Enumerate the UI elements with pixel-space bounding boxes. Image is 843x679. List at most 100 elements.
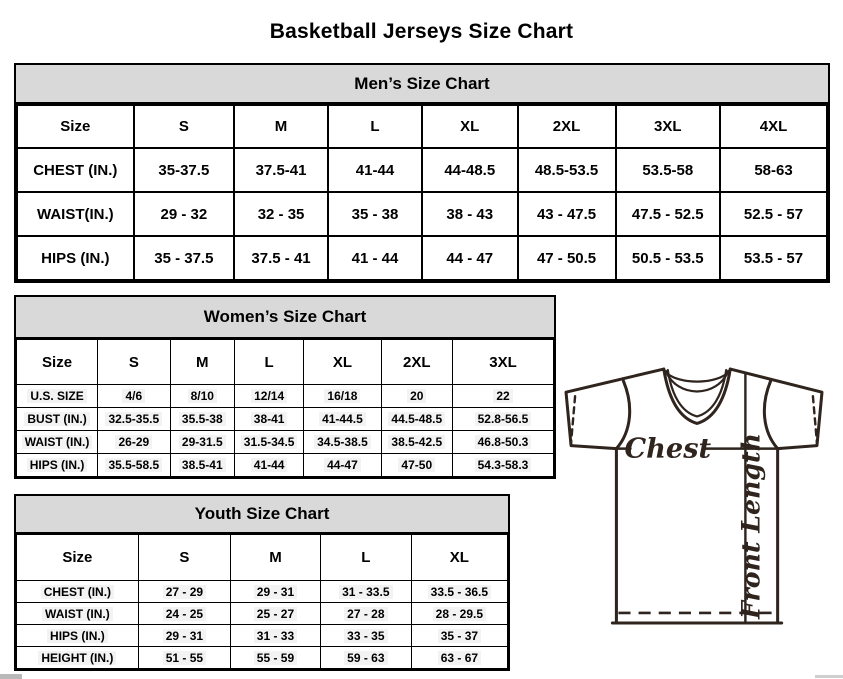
- size-value-cell: 53.5-58: [614, 147, 722, 193]
- size-value-cell: 44-47: [303, 453, 382, 477]
- size-value: 31 - 33: [253, 628, 298, 643]
- size-value-cell: 51 - 55: [137, 646, 232, 669]
- measurement-row: HIPS (IN.) 35.5-58.5 38.5-41 41-44 44-47 47-5…: [15, 453, 555, 477]
- womens-size-table: Size S M L XL 2XL 3XL U.S. SIZE 4/6 8/10 12/14 16/…: [15, 339, 555, 477]
- row-label-cell: HIPS (IN.): [15, 453, 99, 477]
- jersey-vneck-inner: [666, 368, 728, 418]
- size-value: 41-44: [355, 161, 395, 179]
- size-column-header: XL: [410, 534, 509, 581]
- mens-size-table: Size S M L XL 2XL 3XL 4XL CHEST (IN.) 35-37.5 37.…: [16, 104, 828, 281]
- size-value-cell: 32 - 35: [233, 191, 330, 237]
- size-value-cell: 35-37.5: [132, 147, 236, 193]
- size-column-header: M: [169, 339, 236, 385]
- size-value: 8/10: [187, 389, 217, 403]
- measurement-row: HIPS (IN.) 35 - 37.5 37.5 - 41 41 - 44 44 - …: [16, 235, 828, 281]
- size-value: 48.5-53.5: [534, 161, 599, 179]
- size-value: 53.5 - 57: [743, 249, 804, 267]
- jersey-vneck-outer: [662, 367, 732, 425]
- size-value: 41-44.5: [319, 412, 366, 426]
- jersey-collar-arc-mid: [664, 369, 730, 393]
- youth-size-table: Size S M L XL CHEST (IN.) 27 - 29 29 - 31 31 - …: [16, 534, 509, 669]
- size-value: 31 - 33.5: [339, 584, 393, 599]
- jersey-collar-arc-top: [663, 369, 731, 383]
- size-corner-header: Size: [16, 104, 135, 149]
- row-label-cell: BUST (IN.): [15, 407, 99, 431]
- size-value-cell: 20: [380, 384, 453, 408]
- size-value-cell: 41-44.5: [303, 407, 382, 431]
- size-value: 12/14: [251, 389, 288, 403]
- size-value-cell: 33 - 35: [319, 624, 412, 647]
- row-label: HIPS (IN.): [26, 458, 88, 472]
- size-value: 32.5-35.5: [105, 412, 163, 426]
- size-value-cell: 31 - 33: [230, 624, 321, 647]
- row-label-cell: CHEST (IN.): [16, 580, 139, 603]
- row-label-cell: WAIST (IN.): [16, 602, 139, 625]
- jersey-right-sleeve-outline: [728, 367, 824, 451]
- size-column-header: S: [137, 534, 232, 581]
- size-value-cell: 46.8-50.3: [451, 430, 555, 454]
- header-row: Size S M L XL 2XL 3XL 4XL: [16, 104, 828, 149]
- size-value-cell: 44-48.5: [420, 147, 519, 193]
- size-value-cell: 41-44: [233, 453, 305, 477]
- size-column-header: S: [132, 104, 236, 149]
- size-value-cell: 38.5-42.5: [380, 430, 453, 454]
- size-value: 38.5-42.5: [388, 435, 446, 449]
- size-value-cell: 35 - 37.5: [132, 235, 236, 281]
- size-value-cell: 35 - 38: [327, 191, 423, 237]
- row-label: HEIGHT (IN.): [38, 650, 117, 665]
- size-value: 44 - 47: [446, 249, 494, 267]
- size-value: 38-41: [250, 412, 288, 426]
- size-value-cell: 24 - 25: [137, 602, 232, 625]
- size-corner-header: Size: [16, 534, 139, 581]
- size-value-cell: 8/10: [169, 384, 236, 408]
- measurement-row: CHEST (IN.) 35-37.5 37.5-41 41-44 44-48.5 48.…: [16, 147, 828, 193]
- size-value-cell: 22: [451, 384, 555, 408]
- row-label: HIPS (IN.): [41, 249, 110, 267]
- size-value: 53.5-58: [642, 161, 694, 179]
- size-value: 25 - 27: [253, 606, 298, 621]
- size-value: 44-48.5: [444, 161, 496, 179]
- size-value-cell: 35.5-38: [169, 407, 236, 431]
- size-value-cell: 55 - 59: [230, 646, 321, 669]
- size-value-cell: 26-29: [97, 430, 171, 454]
- size-value-cell: 44.5-48.5: [380, 407, 453, 431]
- size-value: 27 - 29: [162, 584, 207, 599]
- size-value-cell: 31 - 33.5: [319, 580, 412, 603]
- size-value-cell: 53.5 - 57: [719, 235, 828, 281]
- row-label: CHEST (IN.): [40, 584, 115, 599]
- size-value-cell: 37.5 - 41: [233, 235, 330, 281]
- size-column-header: 2XL: [516, 104, 617, 149]
- jersey-left-sleeve-outline: [564, 367, 666, 451]
- size-value: 59 - 63: [344, 650, 388, 665]
- size-value-cell: 41-44: [327, 147, 423, 193]
- size-value: 47-50: [398, 458, 436, 472]
- size-value: 37.5-41: [255, 161, 307, 179]
- row-label: WAIST(IN.): [36, 205, 114, 223]
- size-value: 47 - 50.5: [536, 249, 597, 267]
- youth-size-chart-title: Youth Size Chart: [16, 496, 508, 534]
- size-value: 47.5 - 52.5: [631, 205, 704, 223]
- chest-label: Chest: [625, 433, 712, 465]
- size-value: 41 - 44: [351, 249, 399, 267]
- row-label: CHEST (IN.): [33, 161, 118, 179]
- size-value: 35-37.5: [158, 161, 210, 179]
- size-value: 55 - 59: [253, 650, 298, 665]
- size-value: 51 - 55: [162, 650, 207, 665]
- size-value: 38 - 43: [446, 205, 494, 223]
- size-column-header: S: [97, 339, 171, 385]
- size-value: 31.5-34.5: [240, 435, 298, 449]
- size-value: 44.5-48.5: [388, 412, 446, 426]
- size-column-header: 3XL: [614, 104, 722, 149]
- size-value-cell: 52.5 - 57: [719, 191, 828, 237]
- row-label-cell: HEIGHT (IN.): [16, 646, 139, 669]
- size-value-cell: 43 - 47.5: [516, 191, 617, 237]
- size-value: 43 - 47.5: [536, 205, 597, 223]
- size-value: 37.5 - 41: [251, 249, 311, 267]
- size-value: 41-44: [250, 458, 288, 472]
- size-value-cell: 50.5 - 53.5: [614, 235, 722, 281]
- row-label-cell: HIPS (IN.): [16, 235, 135, 281]
- mens-size-chart: Men’s Size Chart Size S M L XL 2XL 3XL 4XL CHES…: [14, 63, 830, 283]
- row-label-cell: WAIST(IN.): [16, 191, 135, 237]
- size-value-cell: 47 - 50.5: [516, 235, 617, 281]
- size-value: 29 - 31: [162, 628, 207, 643]
